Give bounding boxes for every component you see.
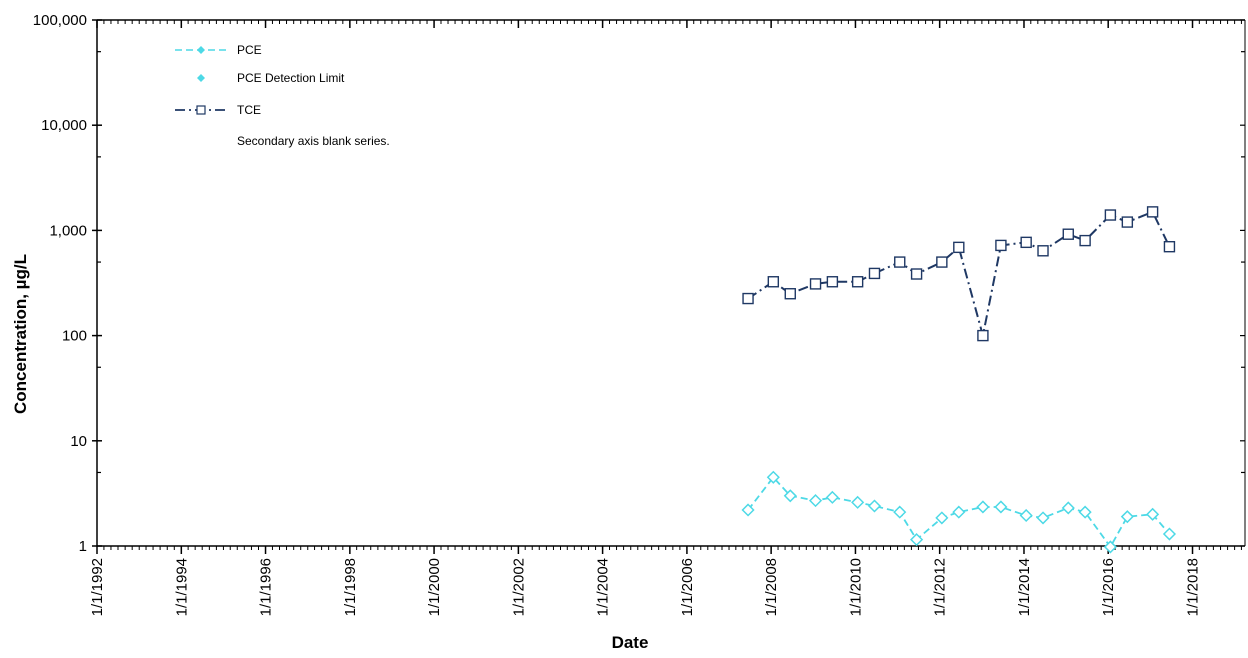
pce-point (910, 533, 924, 547)
y-tick-label: 100,000 (33, 12, 87, 29)
axes (92, 19, 1246, 554)
y-tick-label: 1 (79, 538, 87, 555)
pce-point (741, 503, 755, 517)
tce-point (1104, 209, 1117, 221)
tce-point (826, 276, 839, 288)
legend-pce-label: PCE (237, 43, 262, 57)
pce-point (1146, 507, 1160, 521)
series-layer (741, 206, 1177, 554)
y-axis-title: Concentration, µg/L (11, 254, 30, 414)
x-tick-label: 1/1/2016 (1100, 558, 1117, 616)
pce-point (952, 505, 966, 519)
x-tick-label: 1/1/2012 (932, 558, 949, 616)
legend: PCE PCE Detection Limit TCE Secondary ax… (175, 43, 390, 148)
y-tick-label: 100 (62, 328, 87, 345)
x-tick-label: 1/1/2014 (1016, 558, 1033, 616)
legend-tce-marker (196, 105, 206, 115)
pce-point (994, 500, 1008, 514)
tce-point (1020, 236, 1032, 249)
legend-pce-marker (197, 46, 205, 54)
tce-point (767, 276, 780, 288)
pce-point (1078, 505, 1092, 519)
pce-point (1019, 508, 1033, 523)
legend-item-tce: TCE (175, 103, 261, 117)
legend-pce-detection-limit-label: PCE Detection Limit (237, 71, 345, 85)
x-tick-label: 1/1/1992 (89, 558, 106, 616)
x-tick-label: 1/1/2010 (847, 558, 864, 616)
legend-item-pce: PCE (175, 43, 262, 57)
pce-line (747, 475, 1171, 549)
tce-point (868, 267, 881, 280)
tce-point (809, 278, 822, 290)
tce-point (953, 241, 965, 254)
tce-point (1062, 228, 1074, 240)
pce-point (1061, 501, 1075, 515)
pce-point (867, 499, 882, 513)
x-tick-label: 1/1/1998 (342, 558, 359, 616)
series-tce (742, 206, 1176, 342)
pce-point (851, 495, 865, 509)
legend-tce-label: TCE (237, 103, 261, 117)
x-tick-label: 1/1/2000 (426, 558, 443, 616)
pce-point (783, 489, 797, 503)
legend-pce-detection-limit-marker (197, 74, 205, 82)
x-tick-labels: 1/1/1992 1/1/1994 1/1/1996 1/1/1998 1/1/2000… (89, 558, 1202, 616)
x-tick-label: 1/1/2004 (595, 558, 612, 616)
tce-point (894, 256, 906, 268)
pce-point (808, 494, 823, 508)
y-tick-label: 10 (70, 433, 87, 450)
tce-point (910, 268, 923, 280)
x-tick-label: 1/1/2008 (763, 558, 780, 616)
x-tick-label: 1/1/1996 (258, 558, 275, 616)
x-axis-title: Date (612, 633, 649, 652)
tce-point (851, 276, 864, 288)
pce-point (825, 490, 839, 504)
x-tick-label: 1/1/2018 (1185, 558, 1202, 616)
legend-secondary-axis-label: Secondary axis blank series. (237, 134, 390, 148)
tce-point (1121, 216, 1134, 228)
tce-point (1163, 240, 1176, 253)
tce-point (742, 292, 754, 305)
tce-point (936, 256, 948, 268)
legend-item-pce-detection-limit: PCE Detection Limit (197, 71, 345, 85)
pce-point (1036, 511, 1050, 525)
series-pce (741, 470, 1177, 554)
pce-point (1162, 527, 1177, 541)
tce-point (1146, 206, 1159, 218)
pce-point (976, 500, 990, 514)
pce-point (766, 470, 780, 484)
x-tick-label: 1/1/1994 (173, 558, 190, 616)
tce-point (784, 288, 796, 300)
tce-point (1079, 234, 1091, 247)
y-tick-labels: 1 10 100 1,000 10,000 100,000 (33, 12, 87, 555)
pce-point (1103, 540, 1117, 554)
x-tick-label: 1/1/2006 (679, 558, 696, 616)
tce-point (995, 239, 1007, 252)
pce-point (893, 505, 907, 519)
tce-point (977, 329, 989, 342)
y-tick-label: 1,000 (49, 222, 87, 239)
tce-point (1037, 245, 1049, 257)
pce-point (935, 511, 949, 525)
x-tick-label: 1/1/2002 (510, 558, 527, 616)
y-tick-label: 10,000 (41, 117, 87, 134)
pce-point (1120, 510, 1134, 524)
